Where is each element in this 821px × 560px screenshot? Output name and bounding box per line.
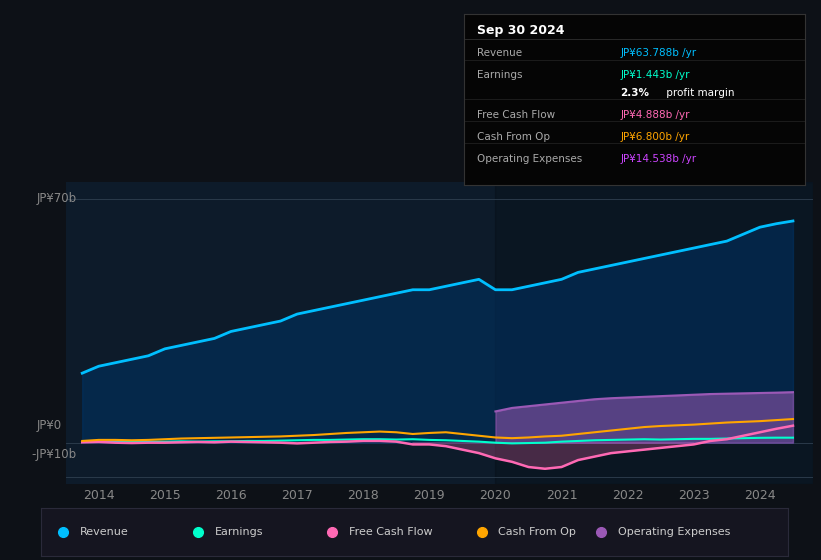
Text: JP¥6.800b /yr: JP¥6.800b /yr — [621, 132, 690, 142]
Text: Operating Expenses: Operating Expenses — [478, 154, 583, 164]
Text: JP¥4.888b /yr: JP¥4.888b /yr — [621, 110, 690, 120]
Text: Earnings: Earnings — [214, 527, 263, 536]
Text: Cash From Op: Cash From Op — [498, 527, 576, 536]
Text: -JP¥10b: -JP¥10b — [31, 448, 76, 461]
Text: Sep 30 2024: Sep 30 2024 — [478, 24, 565, 38]
Text: profit margin: profit margin — [663, 88, 735, 99]
Text: Cash From Op: Cash From Op — [478, 132, 551, 142]
Text: JP¥70b: JP¥70b — [37, 192, 77, 206]
Text: JP¥14.538b /yr: JP¥14.538b /yr — [621, 154, 697, 164]
Text: JP¥0: JP¥0 — [37, 419, 62, 432]
Text: JP¥63.788b /yr: JP¥63.788b /yr — [621, 48, 697, 58]
Text: Earnings: Earnings — [478, 71, 523, 81]
Text: Free Cash Flow: Free Cash Flow — [349, 527, 433, 536]
Text: 2.3%: 2.3% — [621, 88, 649, 99]
Text: Revenue: Revenue — [478, 48, 523, 58]
Text: Revenue: Revenue — [80, 527, 129, 536]
Text: Free Cash Flow: Free Cash Flow — [478, 110, 556, 120]
Bar — [495, 182, 813, 484]
Text: Operating Expenses: Operating Expenses — [618, 527, 730, 536]
Text: JP¥1.443b /yr: JP¥1.443b /yr — [621, 71, 690, 81]
